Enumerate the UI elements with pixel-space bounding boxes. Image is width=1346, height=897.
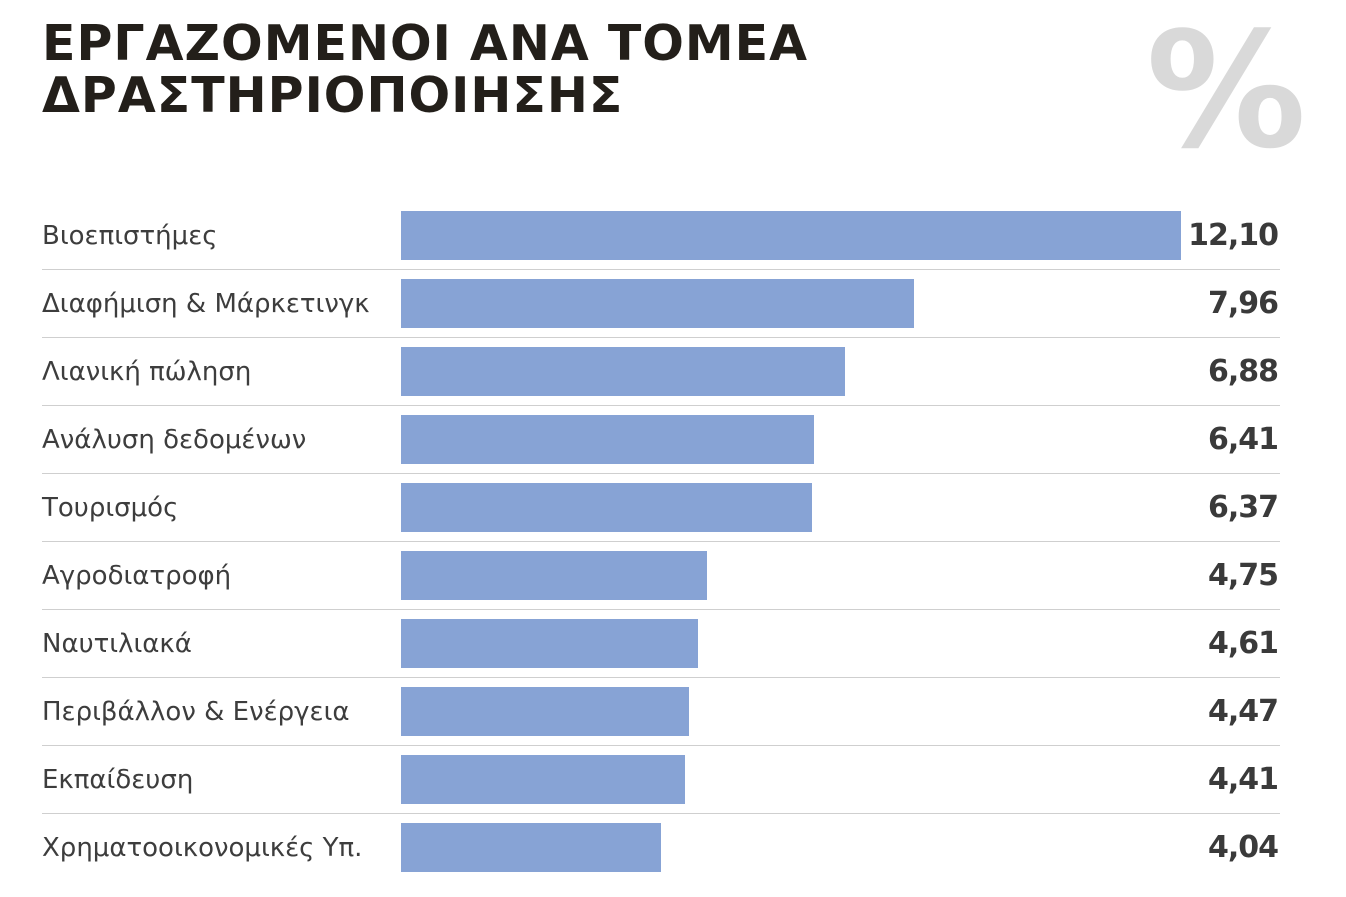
- chart-row: Ανάλυση δεδομένων 6,41: [42, 406, 1280, 474]
- percent-icon: %: [1146, 0, 1307, 184]
- chart-title-line-1: ΕΡΓΑΖΟΜΕΝΟΙ ΑΝΑ ΤΟΜΕΑ: [42, 15, 809, 72]
- value-label: 6,37: [1207, 490, 1279, 525]
- bar: [401, 687, 690, 736]
- chart-row: Χρηματοοικονομικές Υπ. 4,04: [42, 814, 1280, 882]
- chart-row: Εκπαίδευση 4,41: [42, 746, 1280, 814]
- bar: [401, 823, 662, 872]
- bar-chart: Βιοεπιστήμες 12,10 Διαφήμιση & Μάρκετινγκ 7…: [42, 202, 1280, 882]
- category-label: Ναυτιλιακά: [42, 629, 192, 659]
- bar: [401, 347, 845, 396]
- bar: [401, 211, 1181, 260]
- bar: [401, 551, 708, 600]
- value-label: 4,75: [1207, 558, 1279, 593]
- category-label: Εκπαίδευση: [42, 765, 194, 795]
- category-label: Ανάλυση δεδομένων: [42, 425, 307, 455]
- value-label: 6,88: [1207, 354, 1279, 389]
- value-label: 4,47: [1207, 694, 1279, 729]
- category-label: Βιοεπιστήμες: [42, 221, 218, 251]
- chart-row: Τουρισμός 6,37: [42, 474, 1280, 542]
- category-label: Λιανική πώληση: [42, 357, 252, 387]
- chart-row: Αγροδιατροφή 4,75: [42, 542, 1280, 610]
- category-label: Διαφήμιση & Μάρκετινγκ: [42, 289, 370, 319]
- value-label: 12,10: [1188, 218, 1279, 253]
- chart-row: Περιβάλλον & Ενέργεια 4,47: [42, 678, 1280, 746]
- category-label: Χρηματοοικονομικές Υπ.: [42, 833, 363, 863]
- category-label: Αγροδιατροφή: [42, 561, 232, 591]
- value-label: 6,41: [1207, 422, 1279, 457]
- bar: [401, 755, 686, 804]
- value-label: 4,61: [1207, 626, 1279, 661]
- category-label: Περιβάλλον & Ενέργεια: [42, 697, 350, 727]
- chart-row: Διαφήμιση & Μάρκετινγκ 7,96: [42, 270, 1280, 338]
- chart-title-line-2: ΔΡΑΣΤΗΡΙΟΠΟΙΗΣΗΣ: [42, 67, 624, 124]
- chart-row: Ναυτιλιακά 4,61: [42, 610, 1280, 678]
- value-label: 4,41: [1207, 762, 1279, 797]
- chart-row: Βιοεπιστήμες 12,10: [42, 202, 1280, 270]
- chart-title: ΕΡΓΑΖΟΜΕΝΟΙ ΑΝΑ ΤΟΜΕΑ ΔΡΑΣΤΗΡΙΟΠΟΙΗΣΗΣ: [42, 18, 808, 122]
- category-label: Τουρισμός: [42, 493, 179, 523]
- bar: [401, 483, 812, 532]
- value-label: 7,96: [1207, 286, 1279, 321]
- bar: [401, 279, 915, 328]
- bar: [401, 619, 699, 668]
- bar: [401, 415, 815, 464]
- value-label: 4,04: [1207, 830, 1279, 865]
- chart-row: Λιανική πώληση 6,88: [42, 338, 1280, 406]
